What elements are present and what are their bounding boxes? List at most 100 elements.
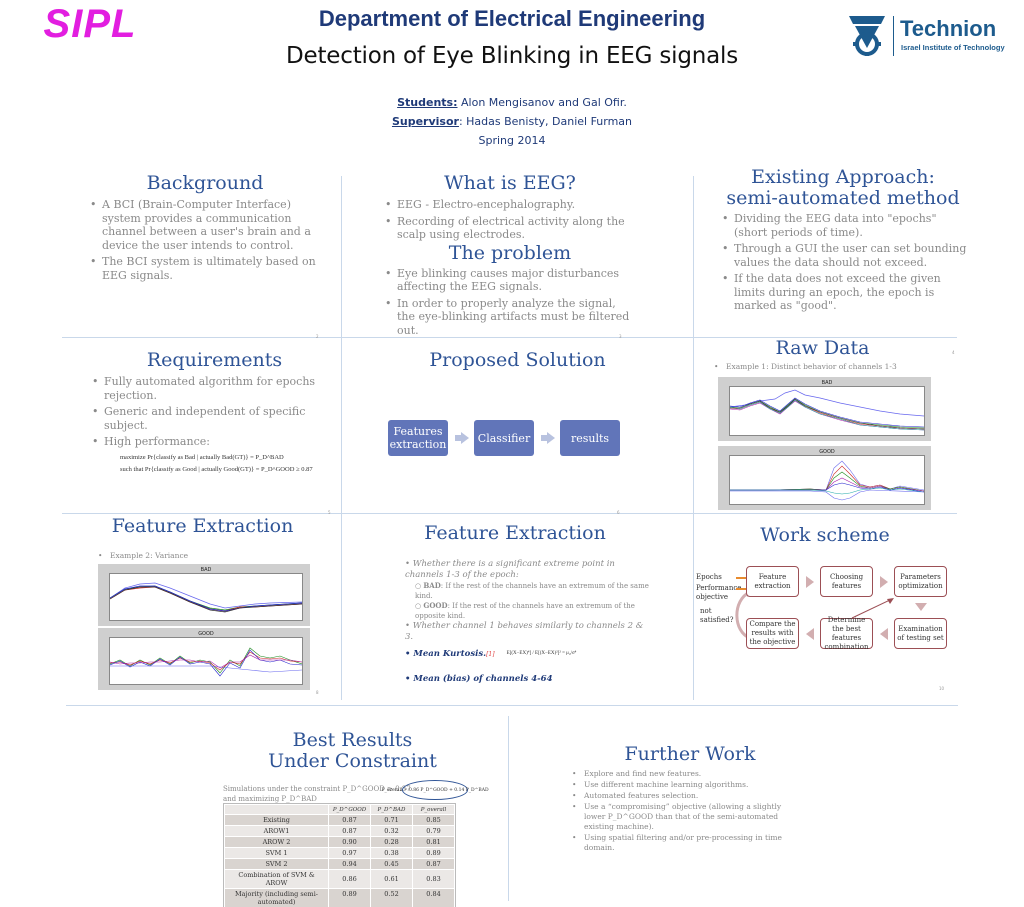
bullet-list: Example 2: Variance	[98, 551, 325, 561]
bullet-item: Example 2: Variance	[98, 551, 325, 561]
page-number: 4	[952, 350, 955, 355]
supervisor-label: Supervisor	[391, 115, 459, 128]
chart-raw-good: GOOD	[718, 446, 931, 510]
technion-subtitle: Israel Institute of Technology	[901, 43, 1005, 52]
table-row: Combination of SVM & AROW 0.86 0.61 0.83	[224, 869, 455, 889]
bullet-item: In order to properly analyze the signal,…	[385, 297, 635, 338]
slide-title: What is EEG?	[444, 172, 576, 194]
table-row: AROW 2 0.90 0.28 0.81	[224, 836, 455, 848]
divider-col1	[341, 176, 342, 700]
formula-maximize: maximize Pr{classify as Bad | actually B…	[120, 453, 284, 461]
kurtosis-formula: E[(X−EX)⁴] / E[(X−EX)²]² = μ₄/σ⁴	[506, 651, 577, 656]
overall-formula-callout: P_overall = 0.86 P_D^GOOD + 0.14 P_D^BAD	[381, 780, 489, 800]
ws-determine-best-combination: Determine the best features combination	[820, 616, 873, 651]
eeg-waveform-bad	[729, 389, 925, 431]
criterion-channel-similarity: • Whether channel 1 behaves similarly to…	[405, 621, 644, 642]
ws-parameters-optimization: Parameters optimization	[894, 566, 947, 597]
slide-background: Background A BCI (Brain-Computer Interfa…	[80, 173, 330, 285]
input-epochs: Epochs	[696, 573, 722, 581]
table-header-row: P_D^GOOD P_D^BAD P_overall	[224, 804, 455, 815]
bullet-item: A BCI (Brain-Computer Interface) system …	[90, 198, 330, 252]
technion-emblem-icon	[849, 16, 885, 56]
bullet-list: Fully automated algorithm for epochs rej…	[92, 375, 337, 449]
bullet-item: Generic and independent of specific subj…	[92, 405, 337, 432]
table-row: AROW1 0.87 0.32 0.79	[224, 825, 455, 837]
ws-choosing-features: Choosing features	[820, 566, 873, 597]
supervisor-line: Supervisor: Hadas Benisty, Daniel Furman	[391, 115, 633, 128]
department-title: Department of Electrical Engineering	[318, 6, 706, 31]
divider-row2	[62, 513, 957, 514]
slide-work-scheme: Work scheme	[700, 525, 950, 546]
table-row: SVM 2 0.94 0.45 0.87	[224, 858, 455, 870]
table-row: SVM 1 0.97 0.38 0.89	[224, 847, 455, 859]
slide-feature-extraction-1: Feature Extraction Example 2: Variance	[80, 516, 325, 564]
problem-title: The problem	[448, 241, 572, 264]
supervisor-names: Hadas Benisty, Daniel Furman	[466, 115, 633, 128]
chart-title: BAD	[200, 567, 212, 573]
arrow-right-icon	[806, 576, 814, 588]
slide-feature-extraction-2: Feature Extraction	[380, 523, 650, 544]
slide-title: Requirements	[146, 349, 283, 371]
arrow-right-icon	[541, 432, 555, 444]
chart-variance-good: GOOD	[98, 628, 310, 690]
table-row: Existing 0.87 0.71 0.85	[224, 814, 455, 826]
slide-title-line2: Under Constraint	[268, 750, 437, 772]
bullet-item: Automated features selection.	[572, 791, 820, 801]
chart-variance-bad: BAD	[98, 564, 310, 626]
divider-row1	[62, 337, 957, 338]
credits: Students: Alon Mengisanov and Gal Ofir. …	[0, 93, 1024, 150]
students-label: Students:	[397, 96, 458, 109]
slide-title: Further Work	[624, 743, 756, 765]
students-line: Students: Alon Mengisanov and Gal Ofir.	[0, 93, 1024, 112]
slide-title-line2: semi-automated method	[726, 187, 960, 209]
bullet-item: The BCI system is ultimately based on EE…	[90, 255, 330, 282]
divider-row3	[66, 705, 958, 706]
bullet-item: Using spatial filtering and/or pre-proce…	[572, 833, 787, 853]
sipl-logo: SIPL	[36, 4, 144, 64]
slide-proposed-solution: Proposed Solution	[345, 350, 690, 371]
slide-what-is-eeg: What is EEG? EEG - Electro-encephalograp…	[385, 173, 635, 340]
criterion-extreme-point: • Whether there is a significant extreme…	[405, 559, 615, 580]
chart-title: GOOD	[819, 449, 835, 455]
column-header	[224, 804, 329, 815]
bullet-list: A BCI (Brain-Computer Interface) system …	[90, 198, 330, 282]
formula-constraint: such that Pr{classify as Good | actually…	[120, 465, 313, 473]
arrow-right-icon	[880, 576, 888, 588]
semester: Spring 2014	[478, 134, 546, 147]
results-table: P_D^GOOD P_D^BAD P_overall Existing 0.87 0…	[223, 803, 456, 907]
page-number: 8	[316, 690, 319, 695]
page-number: 10	[939, 686, 945, 691]
slide-further-work: Further Work Explore and find new featur…	[560, 744, 820, 854]
bullet-item: Use different machine learning algorithm…	[572, 780, 820, 790]
bullet-item: Eye blinking causes major disturbances a…	[385, 267, 635, 294]
bullet-item: Fully automated algorithm for epochs rej…	[92, 375, 337, 402]
slide-title: Work scheme	[760, 524, 890, 546]
ws-feature-extraction: Feature extraction	[746, 566, 799, 597]
bullet-item: High performance:	[92, 435, 337, 449]
results-intro: Simulations under the constraint P_D^GOO…	[223, 785, 411, 803]
page-number: 2	[316, 334, 319, 339]
page-number: 5	[328, 510, 331, 515]
bullet-item: Recording of electrical activity along t…	[385, 215, 635, 242]
slide-title-line1: Best Results	[292, 729, 413, 751]
divider-bottom	[508, 716, 509, 901]
bullet-item: EEG - Electro-encephalography.	[385, 198, 635, 212]
bullet-item: Example 1: Distinct behavior of channels…	[714, 362, 945, 372]
arrow-objective-icon	[736, 588, 746, 590]
flow-step-classifier: Classifier	[474, 420, 534, 456]
technion-logo: Technion Israel Institute of Technology	[845, 12, 1024, 57]
bullet-list: Explore and find new features. Use diffe…	[572, 769, 820, 853]
bullet-item: Explore and find new features.	[572, 769, 820, 779]
bullet-list: EEG - Electro-encephalography. Recording…	[385, 198, 635, 242]
flow-step-results: results	[560, 420, 620, 456]
criterion-good: ○ GOOD: If the rest of the channels have…	[415, 601, 635, 620]
divider-col2	[693, 176, 694, 700]
page-number: 6	[617, 510, 620, 515]
bullet-item: Use a “compromising” objective (allowing…	[572, 802, 787, 832]
ws-compare-results: Compare the results with the objective	[746, 618, 799, 649]
input-performance-objective: Performance objective	[696, 584, 742, 601]
slide-raw-data: Raw Data Example 1: Distinct behavior of…	[700, 338, 945, 375]
eeg-waveform-variance-good	[109, 647, 303, 677]
chart-title: BAD	[821, 380, 833, 386]
bullet-item: Dividing the EEG data into "epochs" (sho…	[722, 212, 968, 239]
